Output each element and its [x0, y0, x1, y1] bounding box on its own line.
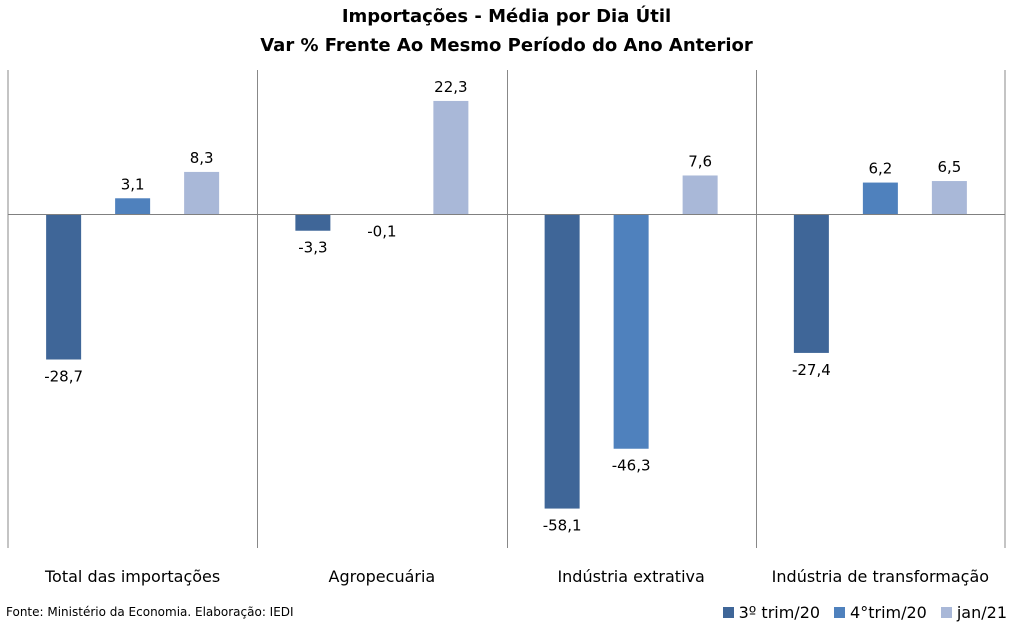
data-label-3-1: 8,3: [190, 149, 214, 167]
legend-item-series-2: 4°trim/20: [834, 603, 927, 622]
bar-3-4: [931, 181, 967, 214]
chart-subtitle: Var % Frente Ao Mesmo Período do Ano Ant…: [260, 35, 753, 56]
bar-3-1: [184, 171, 220, 214]
bar-2-3: [613, 214, 649, 449]
bar-2-1: [115, 198, 151, 214]
bar-3-2: [433, 100, 469, 214]
legend-item-series-3: jan/21: [940, 603, 1007, 622]
bar-1-2: [295, 214, 331, 231]
legend: 3º trim/20 4°trim/20 jan/21: [709, 603, 1007, 622]
data-label-1-4: -27,4: [792, 361, 831, 379]
legend-swatch-series-2: [834, 607, 846, 618]
legend-label-series-3: jan/21: [956, 603, 1007, 622]
bar-3-3: [682, 175, 718, 214]
bar-1-3: [544, 214, 580, 509]
data-label-1-2: -3,3: [298, 239, 327, 257]
legend-swatch-series-1: [722, 607, 734, 618]
category-label-1: Total das importações: [44, 567, 220, 586]
data-label-3-2: 22,3: [434, 78, 467, 96]
source-note: Fonte: Ministério da Economia. Elaboraçã…: [6, 605, 294, 619]
data-label-2-2: -0,1: [367, 223, 396, 241]
category-label-4: Indústria de transformação: [772, 567, 989, 586]
chart-title: Importações - Média por Dia Útil: [341, 6, 672, 27]
data-label-3-3: 7,6: [688, 152, 712, 170]
bar-2-4: [862, 182, 898, 214]
bar-1-1: [46, 214, 82, 360]
data-label-1-1: -28,7: [44, 368, 83, 386]
category-label-2: Agropecuária: [329, 567, 436, 586]
legend-swatch-series-3: [940, 607, 952, 618]
legend-label-series-2: 4°trim/20: [850, 603, 927, 622]
data-label-2-3: -46,3: [612, 457, 651, 475]
legend-item-series-1: 3º trim/20: [722, 603, 821, 622]
category-label-3: Indústria extrativa: [557, 567, 704, 586]
data-label-1-3: -58,1: [543, 517, 582, 535]
data-label-3-4: 6,5: [937, 158, 961, 176]
bar-1-4: [793, 214, 829, 353]
data-label-2-1: 3,1: [121, 175, 145, 193]
legend-label-series-1: 3º trim/20: [738, 603, 821, 622]
data-label-2-4: 6,2: [868, 160, 892, 178]
